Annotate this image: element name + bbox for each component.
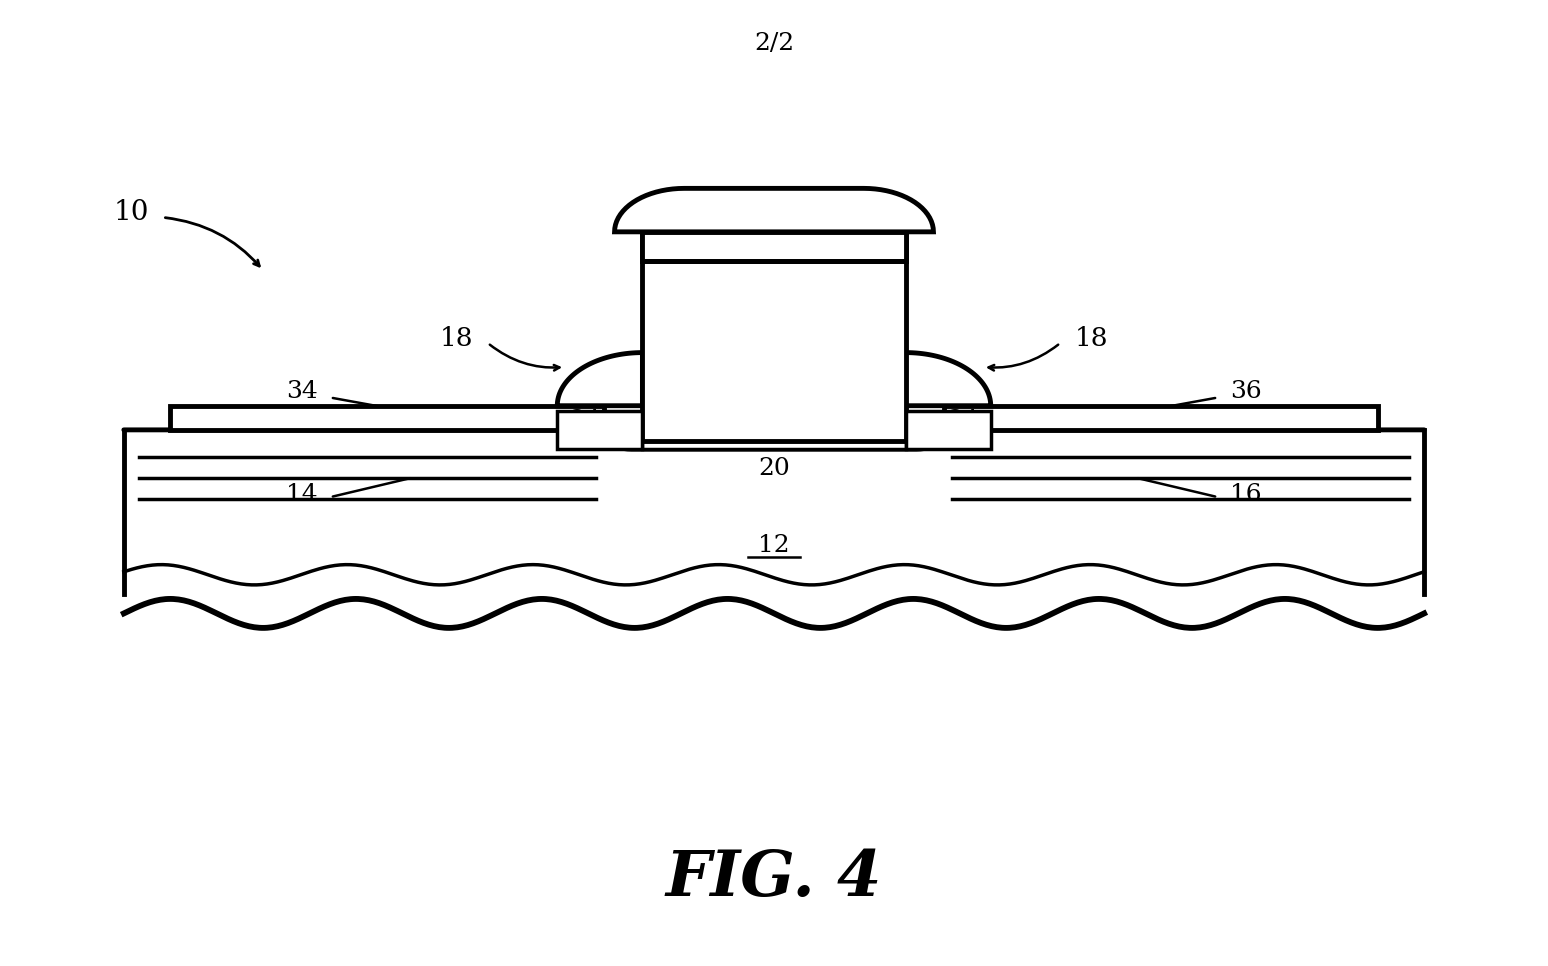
Polygon shape [906, 353, 991, 406]
Bar [642, 232, 906, 261]
Text: 12: 12 [759, 534, 789, 557]
Polygon shape [124, 430, 1424, 604]
Text: 10: 10 [115, 199, 149, 226]
Bar [944, 406, 1378, 430]
Text: 18: 18 [1074, 326, 1108, 351]
Text: 24: 24 [947, 409, 978, 432]
Text: 2/2: 2/2 [754, 32, 794, 55]
Text: 36: 36 [1231, 380, 1262, 403]
Text: 24: 24 [570, 409, 601, 432]
Text: 18: 18 [440, 326, 474, 351]
Bar [906, 411, 991, 449]
Bar [642, 232, 906, 441]
Text: 14: 14 [286, 483, 317, 506]
Bar [170, 406, 604, 430]
Text: 16: 16 [1231, 483, 1262, 506]
Text: 22: 22 [757, 321, 791, 346]
Polygon shape [615, 188, 933, 232]
Text: 34: 34 [286, 380, 317, 403]
Text: 20: 20 [759, 457, 789, 480]
Polygon shape [557, 353, 642, 406]
Bar [642, 441, 906, 449]
Bar [557, 411, 642, 449]
Text: FIG. 4: FIG. 4 [666, 848, 882, 910]
Text: 38: 38 [811, 258, 845, 283]
